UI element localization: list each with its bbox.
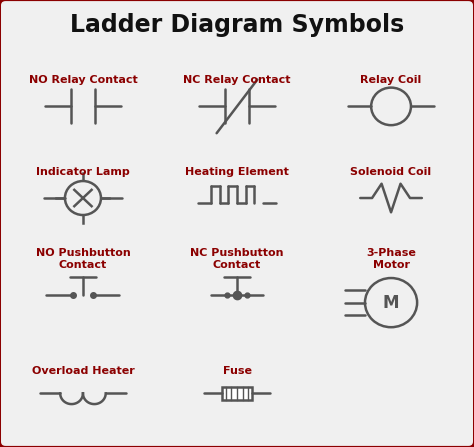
Text: Fuse: Fuse (222, 367, 252, 376)
Text: Indicator Lamp: Indicator Lamp (36, 167, 130, 177)
Text: Heating Element: Heating Element (185, 167, 289, 177)
Text: 3-Phase
Motor: 3-Phase Motor (366, 248, 416, 270)
Text: Overload Heater: Overload Heater (32, 367, 134, 376)
Text: NC Relay Contact: NC Relay Contact (183, 75, 291, 85)
Text: Ladder Diagram Symbols: Ladder Diagram Symbols (70, 13, 404, 37)
Text: Solenoid Coil: Solenoid Coil (350, 167, 432, 177)
Text: M: M (383, 294, 399, 312)
Text: Relay Coil: Relay Coil (360, 75, 422, 85)
Text: NO Relay Contact: NO Relay Contact (28, 75, 137, 85)
Text: NO Pushbutton
Contact: NO Pushbutton Contact (36, 248, 130, 270)
Text: NC Pushbutton
Contact: NC Pushbutton Contact (190, 248, 284, 270)
Bar (221, 387, 252, 400)
